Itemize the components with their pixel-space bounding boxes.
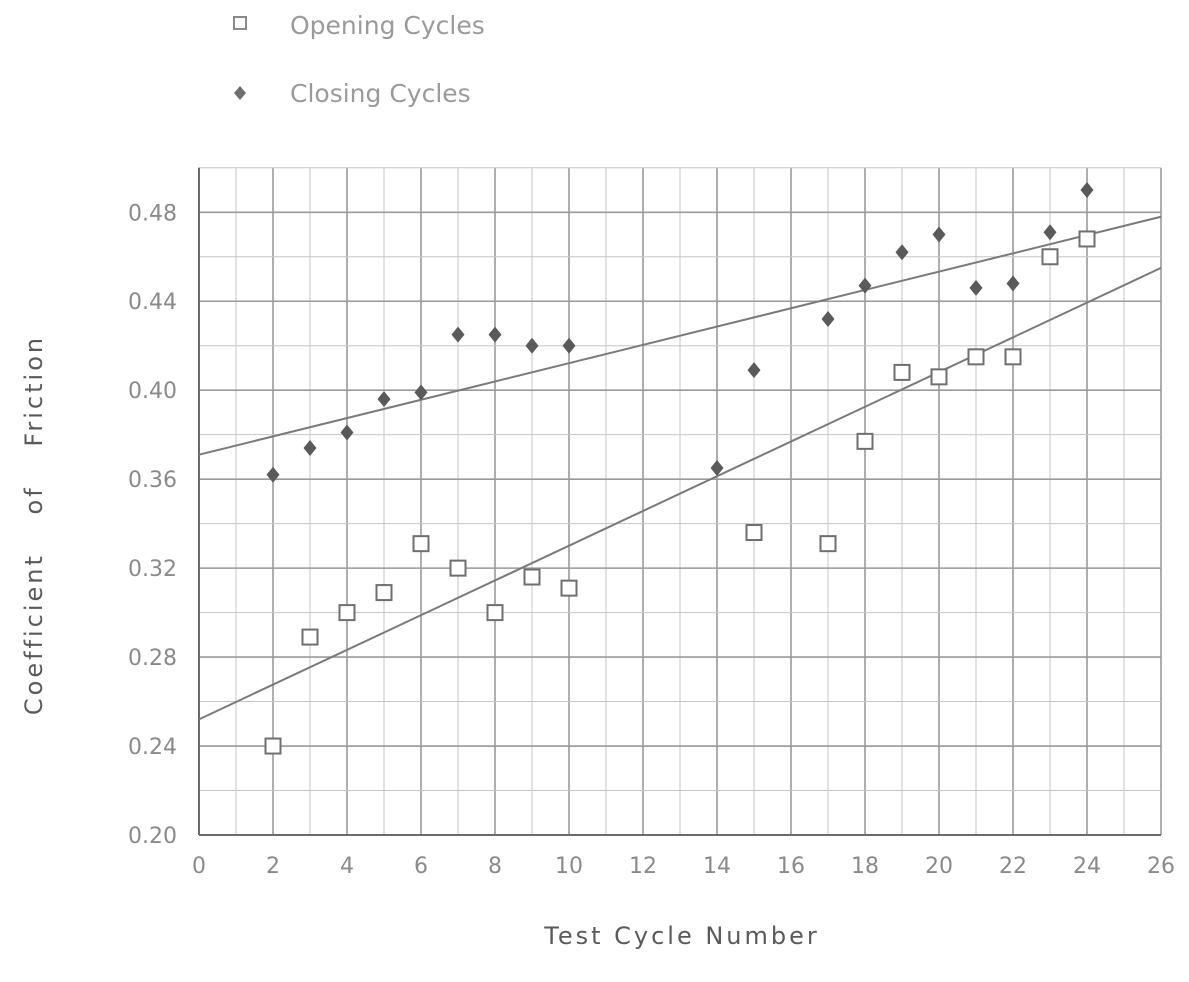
- opening-cycle-point: [856, 432, 874, 450]
- x-tick-label: 26: [1147, 854, 1175, 879]
- legend: Opening Cycles Closing Cycles: [233, 11, 485, 108]
- x-tick-label: 18: [851, 854, 879, 879]
- closing-cycle-point: [414, 384, 428, 401]
- y-tick-label: 0.44: [128, 290, 177, 315]
- opening-cycle-point: [819, 535, 837, 553]
- grid: [198, 167, 1162, 836]
- trend-lines: [198, 215, 1162, 721]
- y-tick-label: 0.20: [128, 824, 177, 849]
- closing-cycle-point: [821, 311, 835, 328]
- y-tick-label: 0.48: [128, 201, 177, 226]
- opening-cycle-point: [560, 579, 578, 597]
- legend-label-closing: Closing Cycles: [290, 79, 471, 108]
- opening-cycle-point: [1041, 248, 1059, 266]
- closing-cycle-point: [932, 226, 946, 243]
- closing-cycle-point: [1043, 224, 1057, 241]
- closing-cycle-point: [1080, 182, 1094, 199]
- opening-cycle-point: [449, 559, 467, 577]
- y-tick-label: 0.28: [128, 646, 177, 671]
- legend-label-opening: Opening Cycles: [290, 11, 485, 40]
- y-tick-label: 0.32: [128, 557, 177, 582]
- opening-cycle-point: [930, 368, 948, 386]
- x-tick-label: 16: [777, 854, 805, 879]
- opening-cycle-point: [264, 737, 282, 755]
- x-tick-label: 14: [703, 854, 731, 879]
- legend-open-square-marker: [233, 16, 247, 30]
- closing-cycle-point: [451, 326, 465, 343]
- closing-cycle-point: [488, 326, 502, 343]
- y-axis-title-word-2: of: [20, 485, 48, 514]
- x-tick-label: 20: [925, 854, 953, 879]
- opening-cycle-point: [1078, 230, 1096, 248]
- y-axis-title: Coefficient of Friction: [20, 335, 48, 715]
- x-tick-label: 10: [555, 854, 583, 879]
- closing-cycle-point: [303, 440, 317, 457]
- y-axis-title-word-3: Friction: [20, 335, 48, 447]
- legend-item-opening: Opening Cycles: [233, 11, 485, 40]
- y-axis-title-word-1: Coefficient: [20, 553, 48, 715]
- x-tick-label: 12: [629, 854, 657, 879]
- closing-cycle-point: [895, 244, 909, 261]
- trend-line-opening: [198, 266, 1162, 721]
- opening-cycle-point: [1004, 348, 1022, 366]
- opening-cycle-point: [893, 363, 911, 381]
- closing-cycle-point: [340, 424, 354, 441]
- y-tick-label: 0.40: [128, 379, 177, 404]
- closing-cycle-point: [1006, 275, 1020, 292]
- y-tick-label: 0.36: [128, 468, 177, 493]
- closing-cycle-point: [710, 460, 724, 477]
- opening-cycle-point: [338, 604, 356, 622]
- svg-text:Coefficient of Fri: Coefficient of Friction: [20, 335, 48, 715]
- closing-cycle-point: [525, 337, 539, 354]
- legend-diamond-marker: [234, 86, 246, 100]
- opening-cycle-point: [301, 628, 319, 646]
- closing-cycle-point: [858, 277, 872, 294]
- opening-cycle-point: [745, 524, 763, 542]
- opening-cycle-point: [375, 584, 393, 602]
- opening-cycle-point: [412, 535, 430, 553]
- data-points: [264, 182, 1096, 755]
- y-tick-label: 0.24: [128, 735, 177, 760]
- x-tick-label: 4: [340, 854, 354, 879]
- opening-cycle-point: [967, 348, 985, 366]
- opening-cycle-point: [523, 568, 541, 586]
- x-tick-label: 0: [192, 854, 206, 879]
- closing-cycle-point: [377, 391, 391, 408]
- closing-cycle-point: [562, 337, 576, 354]
- legend-item-closing: Closing Cycles: [234, 79, 471, 108]
- opening-cycle-point: [486, 604, 504, 622]
- y-axis-ticks: 0.20 0.24 0.28 0.32 0.36 0.40 0.44 0.48: [128, 201, 177, 849]
- x-tick-label: 24: [1073, 854, 1101, 879]
- x-tick-label: 2: [266, 854, 280, 879]
- x-axis-ticks: 0 2 4 6 8 10 12 14 16 18 20 22 24 26: [192, 854, 1175, 879]
- closing-cycle-point: [969, 279, 983, 296]
- trend-line-closing: [198, 215, 1162, 456]
- x-tick-label: 22: [999, 854, 1027, 879]
- closing-cycle-point: [266, 466, 280, 483]
- x-tick-label: 6: [414, 854, 428, 879]
- closing-cycle-point: [747, 362, 761, 379]
- x-tick-label: 8: [488, 854, 502, 879]
- x-axis-title: Test Cycle Number: [543, 922, 820, 950]
